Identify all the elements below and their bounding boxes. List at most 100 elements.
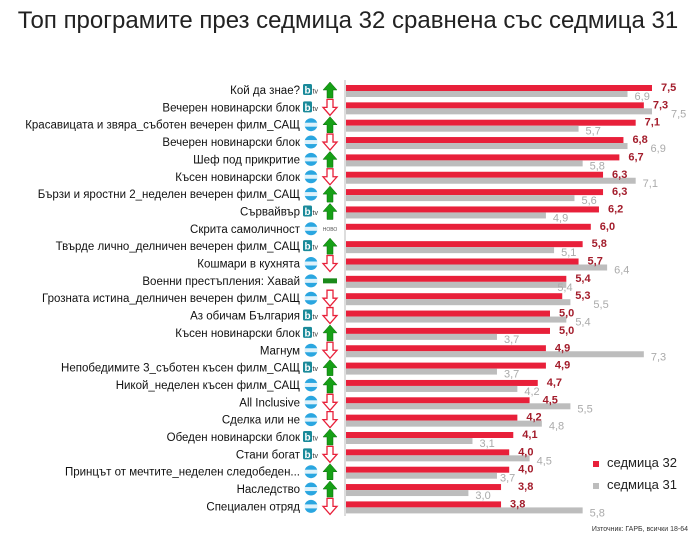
category-label: Военни престъпления: Хавай xyxy=(142,276,300,288)
nova-logo-icon xyxy=(304,343,318,357)
nova-logo-icon xyxy=(304,187,318,201)
nova-logo-icon xyxy=(304,465,318,479)
arrow-up-icon xyxy=(322,185,338,203)
arrow-up-icon xyxy=(322,428,338,446)
svg-text:b: b xyxy=(305,311,311,322)
svg-text:tv: tv xyxy=(313,89,319,96)
value-label-week32: 6,3 xyxy=(612,186,627,198)
arrow-down-icon xyxy=(321,289,339,308)
value-label-week32: 6,8 xyxy=(632,134,647,146)
bar-week31 xyxy=(346,455,530,462)
nova-logo-icon xyxy=(304,413,318,427)
value-label-week31: 6,9 xyxy=(651,143,666,155)
arrow-down-icon xyxy=(321,254,339,273)
arrow-down-icon xyxy=(321,445,339,464)
category-label: Бързи и яростни 2_неделен вечерен филм_С… xyxy=(38,189,301,201)
bar-week31 xyxy=(346,177,636,184)
category-label: Твърде лично_делничен вечерен филм_САЩ xyxy=(56,241,301,253)
btv-logo-icon: b tv xyxy=(303,84,318,97)
value-label-week31: 5,4 xyxy=(557,282,572,294)
arrow-up-icon xyxy=(322,237,338,255)
category-label: Наследство xyxy=(237,484,300,496)
svg-text:b: b xyxy=(305,86,311,97)
category-label: Магнум xyxy=(260,345,300,357)
bar-week32 xyxy=(346,223,591,230)
value-label-week31: 5,4 xyxy=(575,317,590,329)
value-label-week32: 5,0 xyxy=(559,325,574,337)
svg-text:b: b xyxy=(305,363,311,374)
bar-week32 xyxy=(346,379,538,386)
arrow-up-icon xyxy=(322,463,338,480)
btv-logo-icon: b tv xyxy=(303,309,319,322)
bar-week32 xyxy=(346,171,604,178)
btv-logo-icon: b tv xyxy=(303,101,318,114)
value-label-week32: 4,9 xyxy=(555,360,570,372)
bar-week31 xyxy=(346,264,608,271)
bar-week32 xyxy=(346,102,644,109)
arrow-down-icon xyxy=(321,168,339,186)
value-label-week31: 4,5 xyxy=(537,455,552,467)
category-label: Непобедимите 3_съботен късен филм_САЩ xyxy=(61,363,300,375)
new-badge: НОВО xyxy=(323,227,338,233)
arrow-down-icon xyxy=(321,341,339,360)
bar-week31 xyxy=(346,212,546,219)
btv-logo-icon: b tv xyxy=(303,205,318,218)
svg-text:tv: tv xyxy=(313,331,319,338)
category-label: Вечерен новинарски блок xyxy=(162,137,301,149)
bar-week32 xyxy=(346,466,510,473)
category-label: Специален отряд xyxy=(206,501,300,513)
arrow-down-icon xyxy=(321,98,339,117)
arrow-up-icon xyxy=(322,324,338,342)
value-label-week31: 7,3 xyxy=(651,351,666,363)
arrow-up-icon xyxy=(322,81,338,99)
value-label-week32: 3,8 xyxy=(518,481,533,493)
value-label-week31: 5,8 xyxy=(590,160,605,172)
svg-text:b: b xyxy=(305,103,311,114)
value-label-week31: 4,8 xyxy=(549,421,564,433)
bar-week32 xyxy=(346,137,624,144)
bar-week32 xyxy=(346,449,510,456)
svg-text:tv: tv xyxy=(313,314,319,321)
bar-week32 xyxy=(346,154,620,161)
bar-week32 xyxy=(346,241,583,248)
value-label-week31: 5,5 xyxy=(593,299,608,311)
source-note: Източник: ГАРБ, всички 18-64 xyxy=(591,526,688,533)
category-label: Грозната истина_делничен вечерен филм_СА… xyxy=(42,293,300,305)
value-label-week31: 3,7 xyxy=(500,473,515,485)
value-label-week31: 6,4 xyxy=(614,265,629,277)
bar-week31 xyxy=(346,351,644,358)
value-label-week32: 6,7 xyxy=(628,151,643,163)
bar-week31 xyxy=(346,143,628,150)
svg-text:tv: tv xyxy=(313,453,319,460)
svg-text:b: b xyxy=(305,328,311,339)
value-label-week31: 5,6 xyxy=(581,195,596,207)
svg-text:tv: tv xyxy=(313,245,319,252)
bar-week32 xyxy=(346,362,546,369)
category-label: Късен новинарски блок xyxy=(175,172,301,184)
bar-week31 xyxy=(346,403,571,410)
nova-logo-icon xyxy=(304,222,318,236)
legend-label: седмица 32 xyxy=(607,455,677,470)
svg-text:b: b xyxy=(305,207,311,218)
svg-text:tv: tv xyxy=(313,366,319,373)
arrow-down-icon xyxy=(321,133,339,152)
nova-logo-icon xyxy=(304,170,318,184)
category-label: Кой да знае? xyxy=(230,85,300,97)
arrow-up-icon xyxy=(322,480,338,498)
chart-title: Топ програмите през седмица 32 сравнена … xyxy=(17,7,679,34)
bar-week31 xyxy=(346,195,575,202)
category-label: Скрита самоличност xyxy=(190,224,301,236)
value-label-week32: 5,3 xyxy=(575,290,590,302)
btv-logo-icon: b tv xyxy=(303,240,318,253)
value-label-week31: 3,0 xyxy=(475,490,490,502)
svg-text:b: b xyxy=(305,242,311,253)
legend-label: седмица 31 xyxy=(607,477,677,492)
bar-week31 xyxy=(346,490,469,497)
nova-logo-icon xyxy=(304,499,318,513)
bar-week32 xyxy=(346,206,599,213)
arrow-up-icon xyxy=(322,376,338,394)
bar-week31 xyxy=(346,316,567,323)
value-label-week31: 4,9 xyxy=(553,212,568,224)
arrow-down-icon xyxy=(321,306,339,325)
arrow-up-icon xyxy=(322,359,338,376)
